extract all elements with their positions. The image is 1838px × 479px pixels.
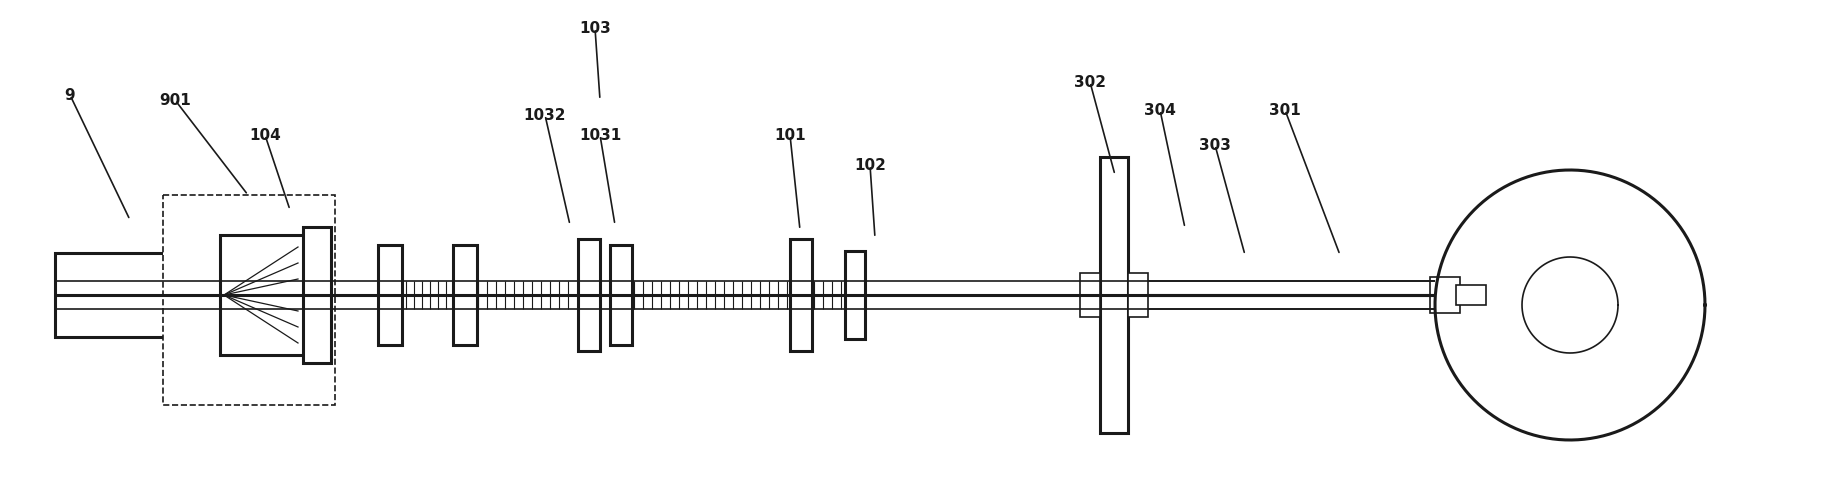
Bar [1099,157,1129,433]
Bar [577,239,599,351]
Bar [164,195,335,405]
Text: 102: 102 [855,158,886,172]
Text: 304: 304 [1143,103,1176,117]
Bar [379,245,403,345]
Text: 104: 104 [250,127,281,142]
Bar [1430,277,1459,313]
Bar [1081,273,1099,317]
Bar [1456,285,1485,305]
Text: 303: 303 [1198,137,1231,152]
Text: 302: 302 [1073,75,1106,90]
Bar [845,251,866,339]
Bar [55,253,169,337]
Text: 103: 103 [579,21,610,35]
Text: 901: 901 [160,92,191,107]
Bar [221,235,305,355]
Text: 1032: 1032 [524,107,566,123]
Text: 101: 101 [774,127,805,142]
Bar [1129,273,1149,317]
Bar [452,245,478,345]
Bar [303,227,331,363]
Bar [610,245,632,345]
Text: 301: 301 [1268,103,1301,117]
Text: 9: 9 [64,88,75,103]
Bar [790,239,812,351]
Text: 1031: 1031 [579,127,621,142]
